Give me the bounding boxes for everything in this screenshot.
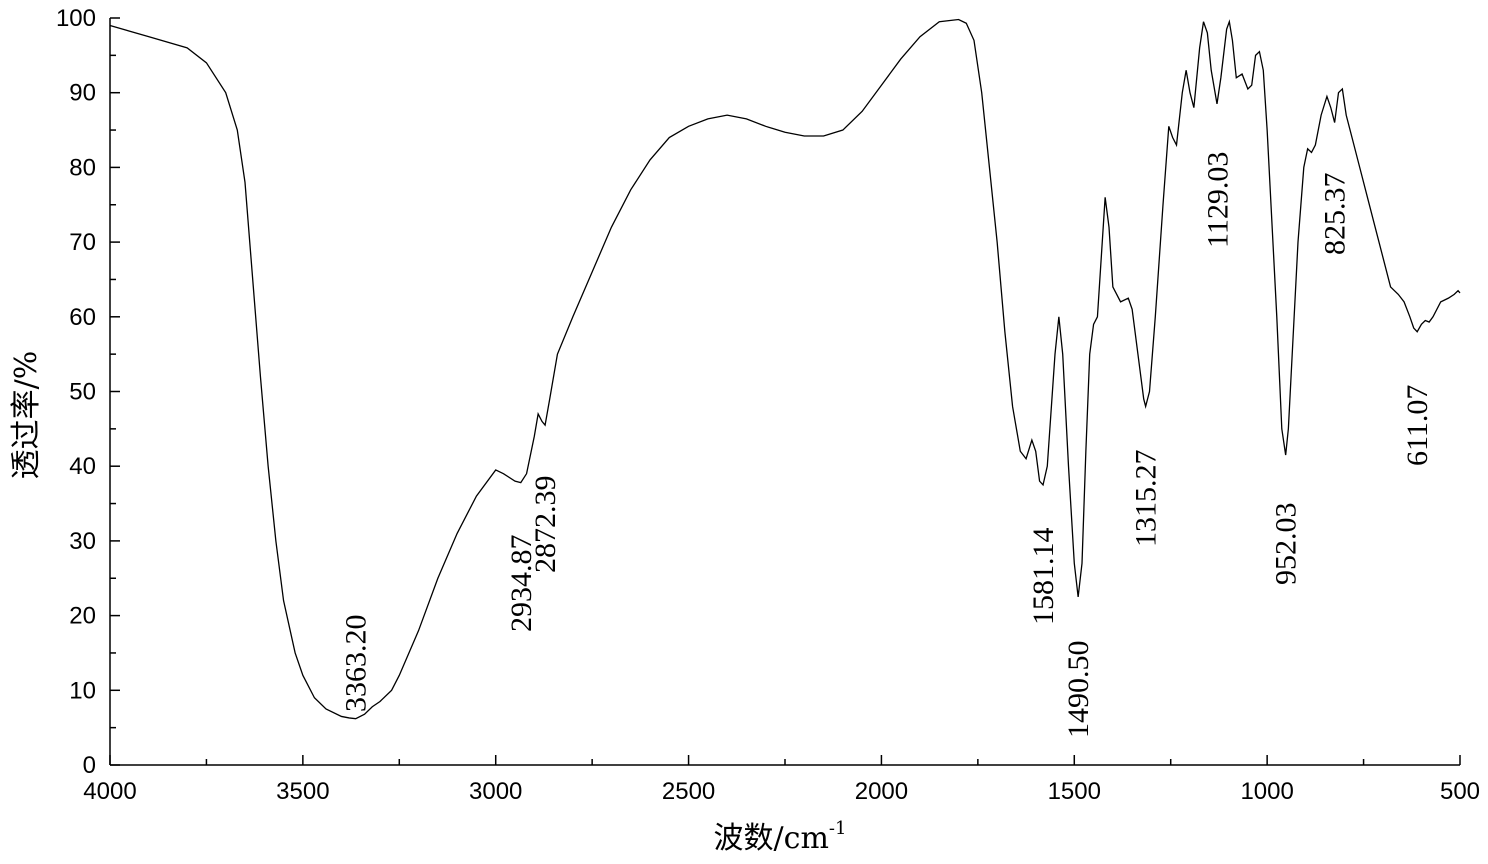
y-axis-title: 透过率/%	[9, 351, 44, 480]
peak-label: 2934.87	[505, 535, 538, 633]
x-axis-title-sup: -1	[829, 818, 847, 839]
x-tick-label: 500	[1440, 778, 1480, 805]
y-tick-label: 50	[69, 379, 96, 406]
x-tick-label: 2500	[662, 778, 715, 805]
y-tick-label: 20	[69, 603, 96, 630]
peak-label: 1315.27	[1130, 450, 1163, 548]
x-tick-label: 1500	[1048, 778, 1101, 805]
y-tick-label: 90	[69, 80, 96, 107]
peak-label: 3363.20	[340, 615, 373, 713]
y-tick-label: 0	[83, 752, 96, 779]
y-tick-label: 30	[69, 528, 96, 555]
y-tick-label: 80	[69, 154, 96, 181]
spectrum-line	[109, 18, 1461, 720]
y-tick-label: 40	[69, 453, 96, 480]
x-tick-label: 1000	[1240, 778, 1293, 805]
peak-label: 952.03	[1270, 503, 1303, 586]
y-tick-label: 70	[69, 229, 96, 256]
peak-label: 2872.39	[529, 476, 562, 574]
peak-label: 825.37	[1319, 173, 1352, 256]
x-tick-label: 3500	[276, 778, 329, 805]
y-tick-label: 100	[56, 5, 96, 32]
peak-label: 1129.03	[1201, 152, 1234, 248]
peak-label: 1581.14	[1027, 528, 1060, 626]
peak-label: 1490.50	[1062, 641, 1095, 739]
x-axis-title-text: 波数/cm	[714, 821, 829, 856]
x-tick-label: 4000	[83, 778, 136, 805]
x-tick-label: 3000	[469, 778, 522, 805]
y-tick-label: 10	[69, 677, 96, 704]
x-axis-title: 波数/cm-1	[714, 818, 847, 856]
peak-label: 611.07	[1401, 385, 1434, 466]
x-tick-label: 2000	[855, 778, 908, 805]
y-tick-label: 60	[69, 304, 96, 331]
